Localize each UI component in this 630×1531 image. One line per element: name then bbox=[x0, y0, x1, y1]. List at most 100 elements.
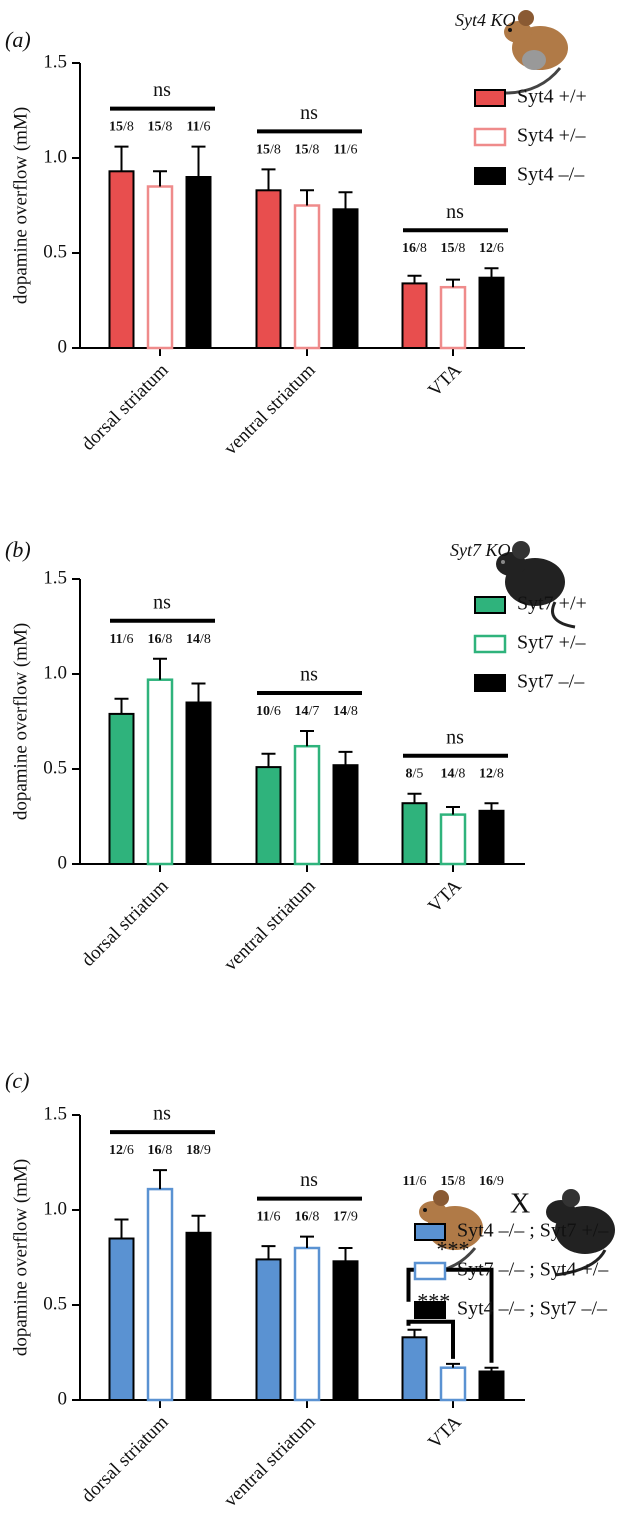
black-mouse bbox=[546, 1189, 615, 1277]
error-bar bbox=[153, 1169, 167, 1190]
x-tick-label: dorsal striatum bbox=[78, 1412, 173, 1507]
bar bbox=[108, 170, 135, 349]
y-axis-label: dopamine overflow (mM) bbox=[10, 107, 31, 304]
bar bbox=[185, 1231, 212, 1402]
significance-label: ns bbox=[300, 102, 318, 124]
comparison-bracket bbox=[406, 1319, 455, 1359]
y-tick-label: 0.5 bbox=[43, 757, 67, 778]
n-label: 15/8 bbox=[148, 120, 173, 135]
x-tick-label: VTA bbox=[424, 1412, 466, 1454]
x-tick-label: dorsal striatum bbox=[78, 360, 173, 455]
legend-label: Syt4 +/+ bbox=[517, 86, 587, 108]
n-label: 14/8 bbox=[441, 767, 466, 782]
brown-mouse bbox=[504, 10, 568, 95]
bar bbox=[108, 1237, 135, 1401]
legend-label: Syt4 +/– bbox=[517, 125, 587, 147]
panel-label: (c) bbox=[5, 1068, 29, 1093]
n-label: 15/8 bbox=[295, 143, 320, 158]
n-label: 11/6 bbox=[186, 120, 210, 135]
n-label: 16/9 bbox=[479, 1174, 504, 1189]
legend-swatch bbox=[473, 634, 507, 654]
black-mouse bbox=[496, 541, 576, 629]
n-label: 11/6 bbox=[402, 1174, 426, 1189]
n-label: 8/5 bbox=[406, 767, 424, 782]
bar bbox=[255, 766, 282, 865]
n-label: 14/7 bbox=[295, 704, 320, 719]
error-bar bbox=[300, 1235, 314, 1248]
bar bbox=[255, 189, 282, 349]
error-bar bbox=[300, 189, 314, 206]
n-label: 16/8 bbox=[148, 1143, 173, 1158]
y-tick-label: 0.5 bbox=[43, 241, 67, 262]
x-tick-label: ventral striatum bbox=[220, 360, 320, 460]
x-tick-label: ventral striatum bbox=[220, 1412, 320, 1512]
error-bar bbox=[484, 802, 499, 811]
bar bbox=[332, 764, 359, 866]
legend-label: Syt7 +/+ bbox=[517, 593, 587, 615]
legend-swatch bbox=[474, 596, 506, 614]
x-tick-label: ventral striatum bbox=[220, 876, 320, 976]
legend-label: Syt4 –/– bbox=[517, 164, 585, 186]
n-label: 16/8 bbox=[148, 632, 173, 647]
bar bbox=[439, 813, 467, 866]
error-bar bbox=[114, 1218, 129, 1239]
bar bbox=[146, 678, 174, 866]
panel-title: X bbox=[510, 1188, 530, 1219]
error-bar bbox=[261, 752, 276, 768]
n-label: 14/8 bbox=[186, 632, 211, 647]
bar bbox=[401, 1336, 428, 1402]
error-bar bbox=[261, 168, 276, 191]
n-label: 16/8 bbox=[402, 241, 427, 256]
bar bbox=[255, 1258, 282, 1402]
y-tick-label: 1.5 bbox=[43, 1103, 67, 1124]
legend-label: Syt7 –/– bbox=[517, 671, 585, 693]
bar bbox=[146, 185, 174, 350]
panel-title: Syt4 KO bbox=[455, 10, 516, 30]
n-label: 12/6 bbox=[109, 1143, 134, 1158]
bar bbox=[108, 712, 135, 866]
legend-label: Syt4 –/– ; Syt7 –/– bbox=[457, 1298, 608, 1320]
y-tick-label: 0.5 bbox=[43, 1293, 67, 1314]
n-label: 15/8 bbox=[441, 241, 466, 256]
error-bar bbox=[484, 267, 499, 278]
n-label: 15/8 bbox=[109, 120, 134, 135]
error-bar bbox=[407, 792, 422, 804]
error-bar bbox=[407, 274, 422, 284]
y-tick-label: 1.5 bbox=[43, 567, 67, 588]
n-label: 11/6 bbox=[256, 1210, 280, 1225]
n-label: 12/8 bbox=[479, 767, 504, 782]
bar bbox=[478, 1370, 505, 1401]
bar bbox=[439, 285, 467, 350]
y-axis-label: dopamine overflow (mM) bbox=[10, 623, 31, 820]
legend-swatch bbox=[474, 674, 506, 692]
legend-label: Syt7 –/– ; Syt4 +/– bbox=[457, 1259, 609, 1281]
bar bbox=[185, 176, 212, 349]
error-bar bbox=[407, 1328, 422, 1338]
bar bbox=[478, 809, 505, 865]
y-tick-label: 0 bbox=[58, 852, 68, 873]
legend-swatch bbox=[474, 89, 506, 107]
y-tick-label: 0 bbox=[58, 336, 68, 357]
n-label: 15/8 bbox=[441, 1174, 466, 1189]
error-bar bbox=[446, 1362, 460, 1368]
significance-label: ns bbox=[153, 79, 171, 101]
y-axis-label: dopamine overflow (mM) bbox=[10, 1159, 31, 1356]
legend-label: Syt4 –/– ; Syt7 +/– bbox=[457, 1220, 609, 1242]
bar bbox=[293, 1246, 321, 1402]
y-tick-label: 0 bbox=[58, 1388, 68, 1409]
error-bar bbox=[191, 682, 206, 703]
n-label: 11/6 bbox=[333, 143, 357, 158]
legend-swatch bbox=[413, 1261, 447, 1281]
y-tick-label: 1.5 bbox=[43, 51, 67, 72]
error-bar bbox=[153, 657, 167, 680]
significance-label: ns bbox=[300, 1169, 318, 1191]
error-bar bbox=[338, 1247, 353, 1262]
panel-label: (b) bbox=[5, 537, 31, 562]
y-tick-label: 1.0 bbox=[43, 662, 67, 683]
bar bbox=[439, 1366, 467, 1402]
brown-mouse bbox=[419, 1190, 483, 1275]
error-bar bbox=[446, 806, 460, 815]
bar bbox=[332, 208, 359, 349]
significance-label: ns bbox=[446, 201, 464, 223]
